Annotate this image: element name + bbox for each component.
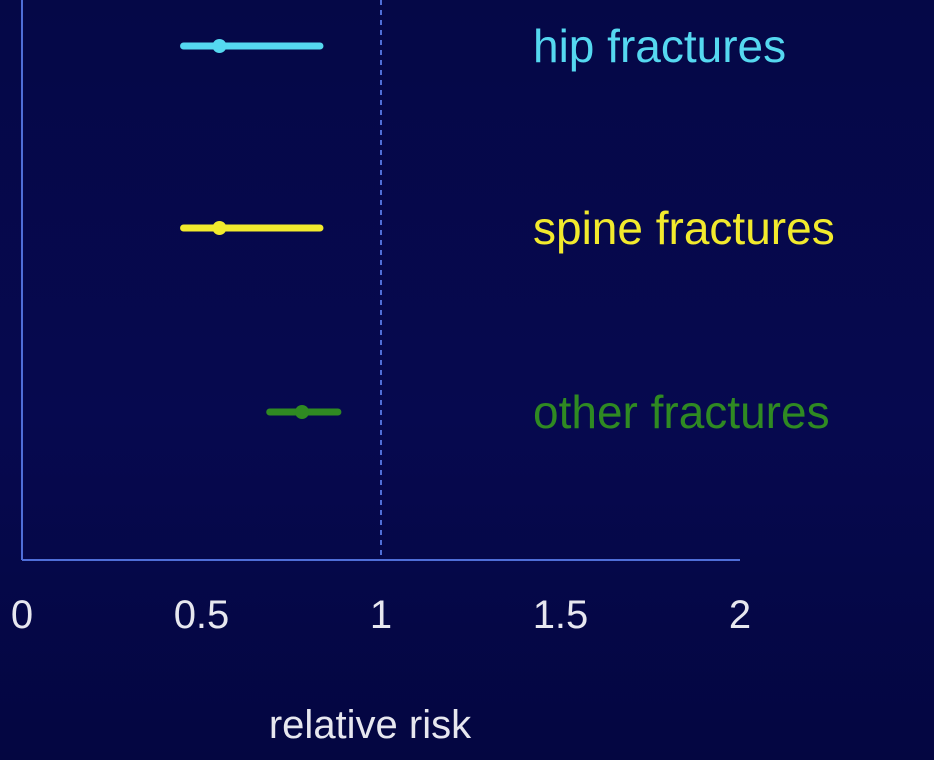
x-tick-label: 1.5: [533, 593, 589, 637]
x-tick-label: 2: [729, 593, 751, 637]
series-label: hip fractures: [533, 20, 786, 72]
series-row: other fractures: [266, 386, 830, 438]
x-tick-label: 0: [11, 593, 33, 637]
series-row: spine fractures: [180, 202, 835, 254]
series-row: hip fractures: [180, 20, 786, 72]
point-estimate: [295, 405, 310, 419]
tick-label-layer: 0 0.5 1 1.5 2: [11, 593, 751, 637]
series-label: other fractures: [533, 386, 830, 438]
point-estimate: [212, 221, 227, 235]
x-tick-label: 0.5: [174, 593, 230, 637]
point-estimate: [212, 39, 227, 53]
series-layer: hip fractures spine fractures other fractu…: [180, 20, 835, 438]
axis-layer: [21, 0, 740, 561]
x-axis-label: relative risk: [269, 703, 472, 747]
x-tick-label: 1: [370, 593, 392, 637]
series-label: spine fractures: [533, 202, 835, 254]
